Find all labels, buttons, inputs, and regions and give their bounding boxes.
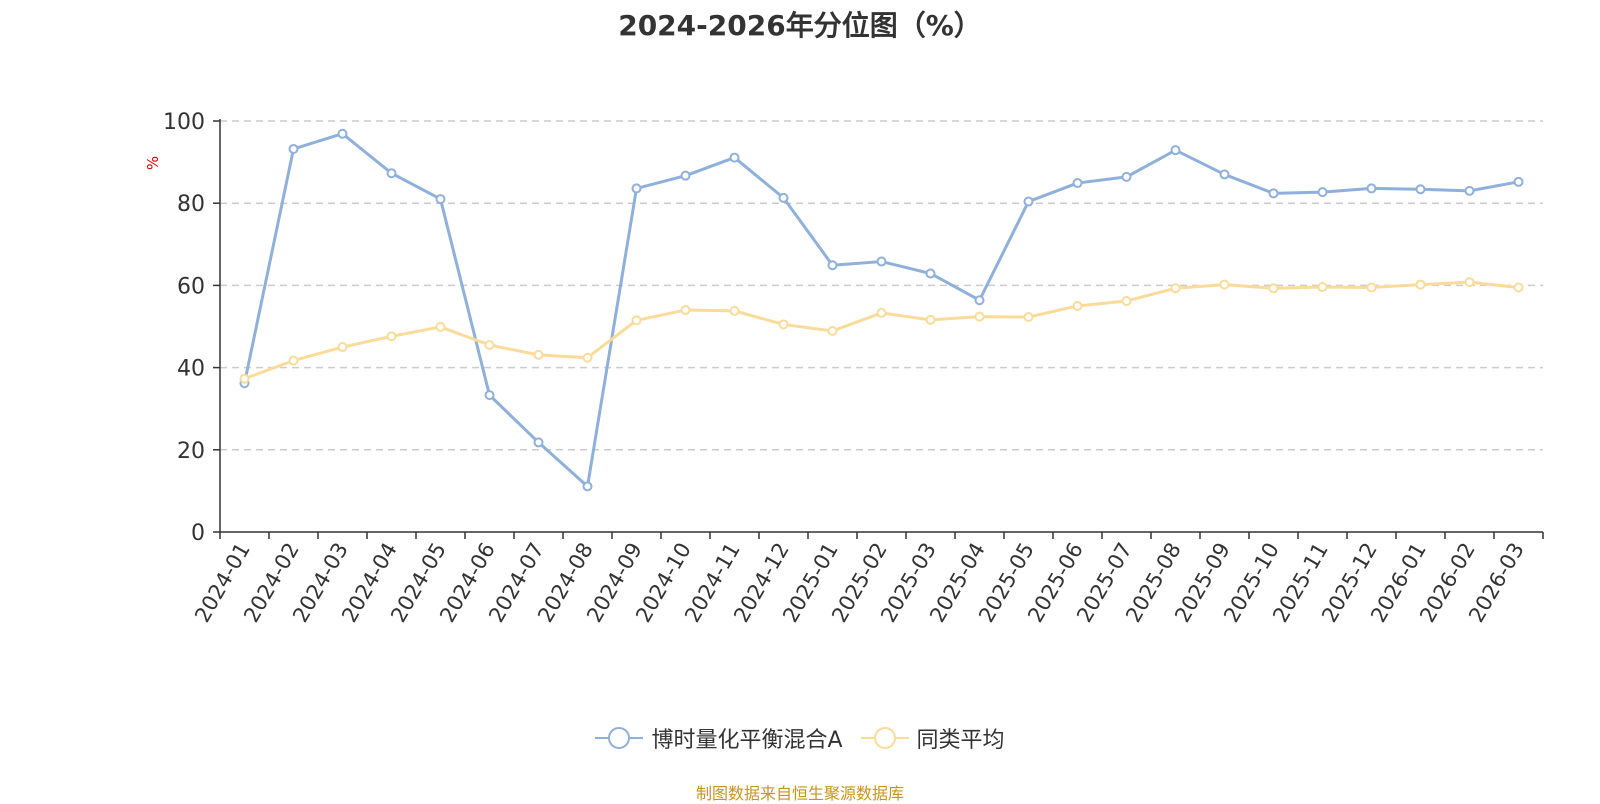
- data-point: [484, 390, 495, 401]
- data-point: [876, 307, 887, 318]
- data-point: [1366, 282, 1377, 293]
- data-point: [1513, 176, 1524, 187]
- y-tick-label: 40: [177, 357, 205, 382]
- data-point: [631, 183, 642, 194]
- data-point: [1415, 279, 1426, 290]
- data-point: [1219, 279, 1230, 290]
- data-point: [582, 352, 593, 363]
- data-point: [974, 311, 985, 322]
- data-point: [288, 355, 299, 366]
- legend-item-fund[interactable]: 博时量化平衡混合A: [595, 722, 843, 754]
- series-1: [239, 277, 1524, 384]
- data-point: [1464, 185, 1475, 196]
- data-point: [778, 319, 789, 330]
- y-tick-label: 20: [177, 439, 205, 464]
- data-point: [778, 192, 789, 203]
- data-point: [1464, 277, 1475, 288]
- data-point: [435, 194, 446, 205]
- data-point: [239, 373, 250, 384]
- data-point: [1023, 196, 1034, 207]
- series-line: [243, 280, 1519, 381]
- data-point: [1121, 296, 1132, 307]
- series-lines: [239, 128, 1524, 492]
- data-point: [435, 321, 446, 332]
- legend-item-peer-average[interactable]: 同类平均: [860, 722, 1005, 754]
- data-point: [925, 314, 936, 325]
- y-tick-label: 100: [163, 110, 205, 135]
- legend-label-peer-average: 同类平均: [916, 728, 1005, 753]
- y-axis-label: %: [144, 156, 162, 170]
- data-point: [1170, 283, 1181, 294]
- data-point: [1366, 183, 1377, 194]
- data-point: [1317, 187, 1328, 198]
- data-point: [680, 305, 691, 316]
- data-point: [582, 481, 593, 492]
- data-point: [827, 260, 838, 271]
- data-point: [1268, 188, 1279, 199]
- legend-label-fund: 博时量化平衡混合A: [651, 728, 843, 753]
- data-point: [1170, 145, 1181, 156]
- data-point: [729, 305, 740, 316]
- data-point: [925, 268, 936, 279]
- data-point: [337, 342, 348, 353]
- y-tick-label: 80: [177, 192, 205, 217]
- y-tick-label: 60: [177, 274, 205, 299]
- data-point: [484, 339, 495, 350]
- data-point: [1072, 178, 1083, 189]
- chart-title: 2024-2026年分位图（%）: [618, 9, 982, 42]
- data-point: [386, 168, 397, 179]
- data-point: [1268, 283, 1279, 294]
- data-point: [1072, 300, 1083, 311]
- data-point: [288, 143, 299, 154]
- data-point: [1317, 282, 1328, 293]
- data-point: [1023, 312, 1034, 323]
- data-point: [386, 331, 397, 342]
- data-point: [729, 152, 740, 163]
- axes: [213, 119, 1544, 539]
- series-0: [239, 128, 1524, 492]
- data-point: [631, 315, 642, 326]
- data-point: [1219, 169, 1230, 180]
- legend-marker-icon: [595, 727, 644, 749]
- data-point: [533, 437, 544, 448]
- data-point: [876, 256, 887, 267]
- grid-lines: [220, 120, 1543, 451]
- y-tick-label: 0: [191, 521, 205, 546]
- data-point: [974, 295, 985, 306]
- data-point: [827, 326, 838, 337]
- data-point: [680, 170, 691, 181]
- legend-marker-icon: [860, 727, 909, 749]
- source-note: 制图数据来自恒生聚源数据库: [695, 784, 904, 803]
- y-tick-labels: 0 20 40 60 80 100: [163, 110, 205, 546]
- data-point: [1415, 184, 1426, 195]
- data-point: [533, 349, 544, 360]
- data-point: [1513, 282, 1524, 293]
- data-point: [337, 128, 348, 139]
- legend: 博时量化平衡混合A 同类平均: [0, 722, 1600, 754]
- data-point: [1121, 171, 1132, 182]
- x-tick-labels: 2024-012024-022024-032024-042024-052024-…: [190, 539, 1529, 627]
